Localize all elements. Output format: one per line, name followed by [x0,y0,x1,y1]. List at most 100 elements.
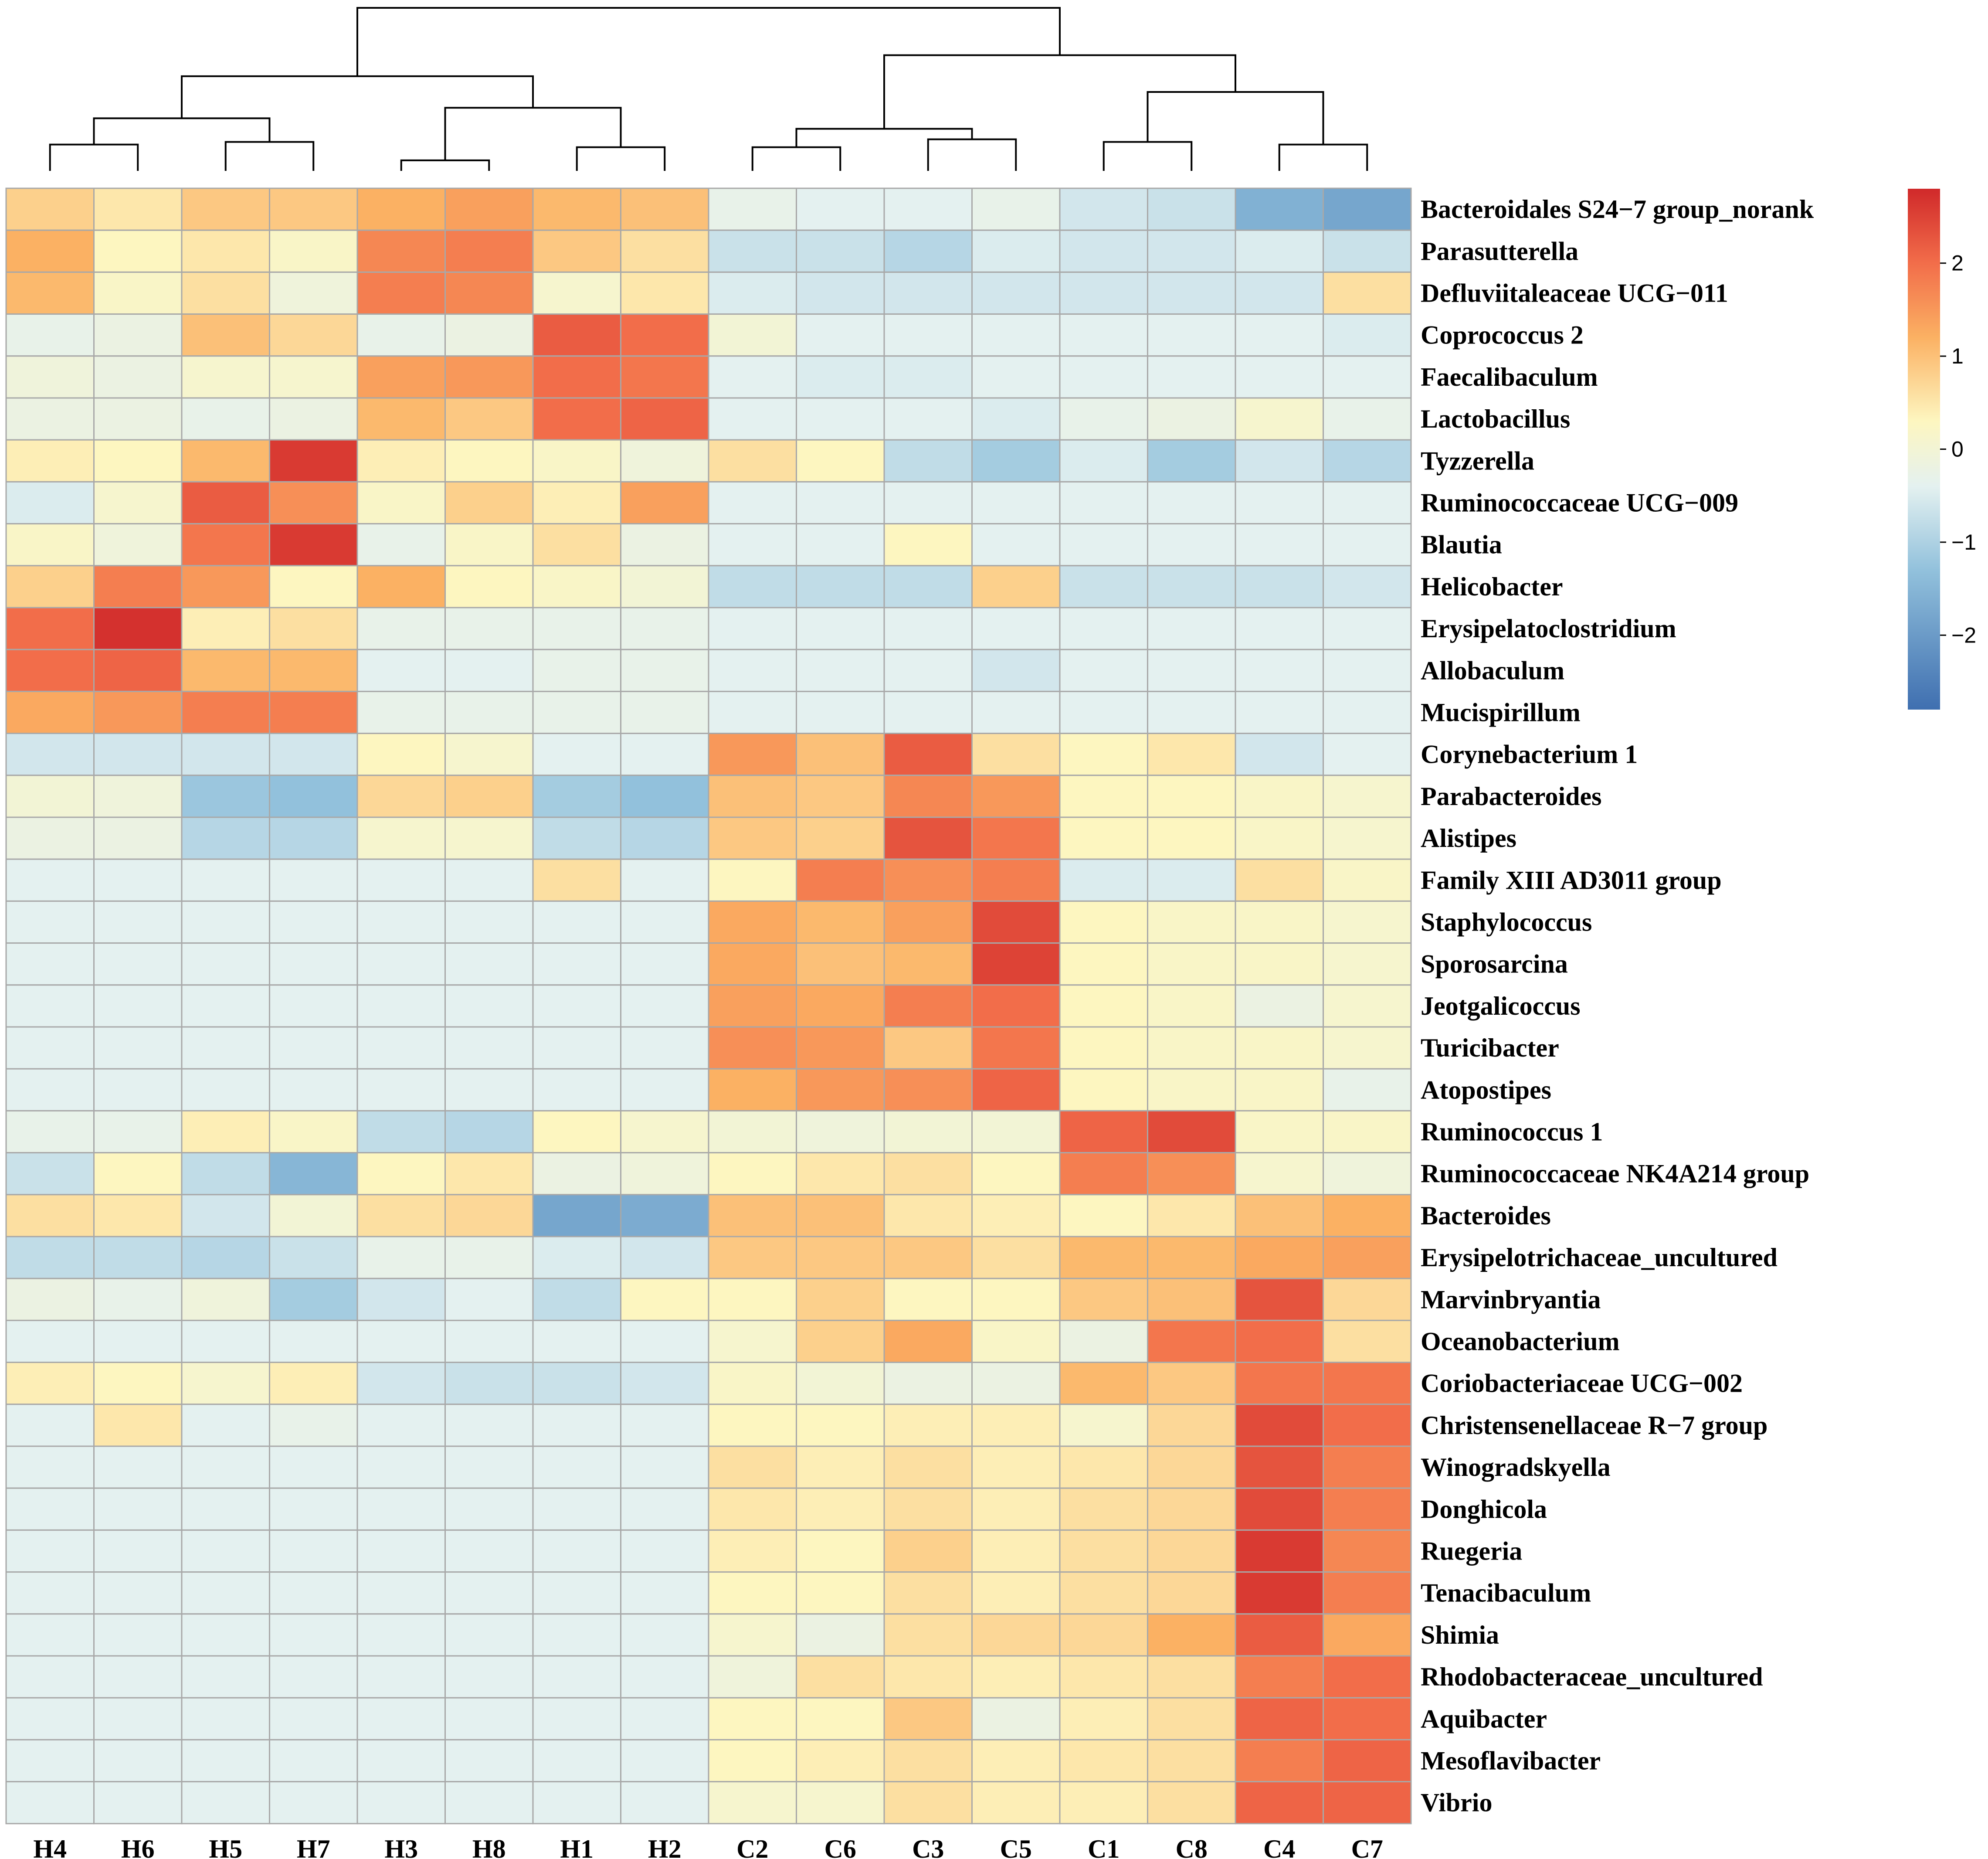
heatmap-cell [444,565,534,608]
heatmap-cell [356,523,446,567]
heatmap-cell [620,1445,709,1489]
heatmap-cell [532,858,621,902]
heatmap-cell [269,733,358,776]
heatmap-cell [5,775,95,818]
heatmap-cell [1147,481,1236,525]
heatmap-cell [5,984,95,1028]
heatmap-cell [883,355,973,399]
heatmap-cell [1147,523,1236,567]
heatmap-cell [1323,1152,1412,1196]
heatmap-cell [356,565,446,608]
heatmap-cell [269,1362,358,1405]
heatmap-cell [971,607,1061,650]
heatmap-cell [620,1152,709,1196]
row-label: Sporosarcina [1421,950,1568,979]
heatmap-cell [708,1613,797,1657]
heatmap-cell [971,816,1061,860]
heatmap-cell [708,607,797,650]
heatmap-cell [1059,313,1148,357]
heatmap-cell [444,271,534,315]
heatmap-cell [444,1110,534,1154]
heatmap-cell [93,775,183,818]
heatmap-cell [181,1697,270,1740]
heatmap-cell [269,1236,358,1279]
heatmap-cell [93,1026,183,1070]
heatmap-cell [1235,271,1324,315]
heatmap-cell [1147,1278,1236,1321]
heatmap-cell [5,187,95,231]
heatmap-cell [269,1487,358,1531]
heatmap-cell [883,271,973,315]
heatmap-cell [883,649,973,692]
heatmap-cell [269,1110,358,1154]
heatmap-cell [796,1319,885,1363]
dendrogram-branch [356,7,1061,76]
heatmap-cell [1059,1026,1148,1070]
heatmap-cell [620,1613,709,1657]
heatmap-cell [532,397,621,441]
heatmap-cell [444,858,534,902]
heatmap-cell [269,229,358,273]
row-labels: Bacteroidales S24−7 group_norank Parasutt… [1421,195,1814,1817]
heatmap-cell [1235,1445,1324,1489]
heatmap-cell [1323,649,1412,692]
row-label: Aquibacter [1421,1704,1547,1733]
heatmap-cell [269,1026,358,1070]
heatmap-cell [883,690,973,734]
heatmap-cell [181,733,270,776]
heatmap-cell [532,775,621,818]
heatmap-cell [532,1110,621,1154]
row-label: Jeotgalicoccus [1421,992,1581,1020]
heatmap-cell [356,1236,446,1279]
heatmap-cell [796,1487,885,1531]
heatmap-cell [620,1404,709,1447]
heatmap-cell [1235,439,1324,483]
heatmap-cell [1323,1362,1412,1405]
heatmap-cell [883,1697,973,1740]
heatmap-cell [971,1571,1061,1615]
heatmap-cell [971,984,1061,1028]
heatmap-cell [5,1194,95,1237]
heatmap-cell [1235,1529,1324,1573]
heatmap-cell [93,942,183,986]
heatmap-cell [1059,1781,1148,1825]
heatmap-cell [532,1445,621,1489]
heatmap-cell [971,1236,1061,1279]
heatmap-cell [356,397,446,441]
heatmap-cell [444,481,534,525]
heatmap-cell [5,1110,95,1154]
heatmap-cell [444,1697,534,1740]
heatmap-cell [532,1529,621,1573]
heatmap-cell [883,187,973,231]
heatmap-cell [5,397,95,441]
heatmap-cell [532,942,621,986]
heatmap-cell [356,481,446,525]
heatmap-cell [971,1194,1061,1237]
heatmap-cell [796,397,885,441]
heatmap-cell [883,1026,973,1070]
heatmap-cell [620,607,709,650]
heatmap-cell [356,355,446,399]
heatmap-cell [971,775,1061,818]
row-label: Turicibacter [1421,1033,1559,1062]
heatmap-cell [93,439,183,483]
dendrogram-branch [1103,141,1193,171]
legend-tick-label: 1 [1951,344,1964,368]
heatmap-cell [269,1152,358,1196]
heatmap-cell [93,1655,183,1699]
heatmap-cell [883,1278,973,1321]
heatmap-cell [1323,607,1412,650]
heatmap-cell [1147,271,1236,315]
heatmap-cell [5,900,95,944]
heatmap-cell [796,649,885,692]
heatmap-cell [708,690,797,734]
heatmap-cell [1235,858,1324,902]
heatmap-cell [1147,1445,1236,1489]
row-label: Shimia [1421,1621,1499,1649]
heatmap-cell [444,1487,534,1531]
row-label: Ruminococcus 1 [1421,1118,1603,1146]
heatmap-cell [708,942,797,986]
heatmap-cell [883,229,973,273]
heatmap-cell [708,1068,797,1111]
